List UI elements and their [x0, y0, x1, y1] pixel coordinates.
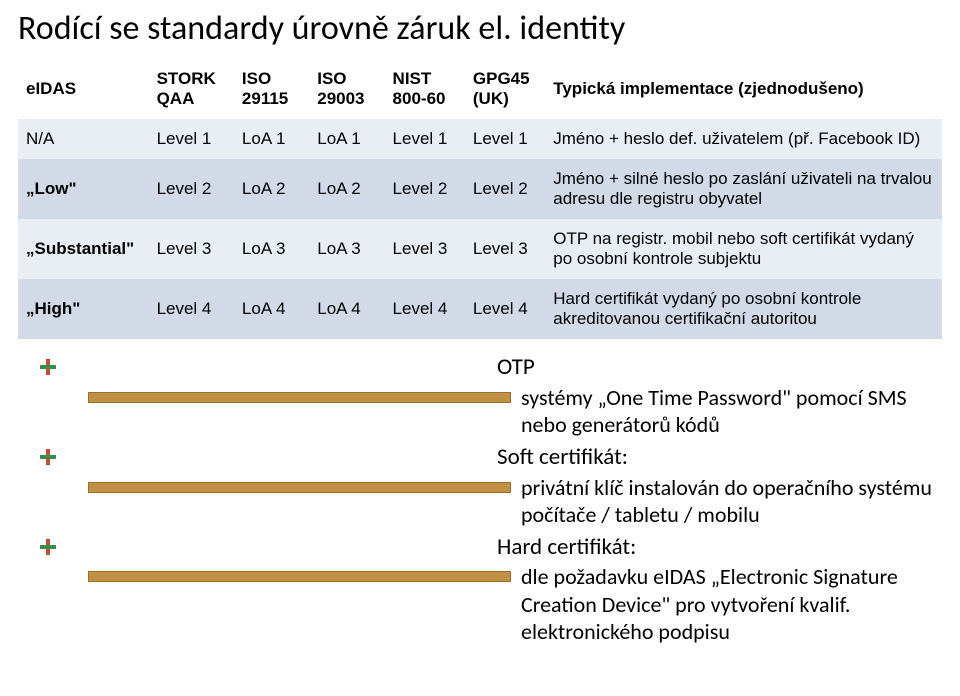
cell-iso29115: LoA 1 [234, 119, 309, 159]
bullet-list: OTP systémy „One Time Password" pomocí S… [18, 353, 942, 646]
cell-iso29115: LoA 3 [234, 219, 309, 279]
cell-stork: Level 3 [149, 219, 234, 279]
cell-iso29115: LoA 4 [234, 279, 309, 339]
page-title: Rodící se standardy úrovně záruk el. ide… [18, 8, 942, 49]
square-icon [88, 392, 511, 403]
plus-icon [40, 449, 485, 465]
table-header-row: eIDAS STORK QAA ISO 29115 ISO 29003 NIST… [18, 59, 942, 119]
cell-impl: OTP na registr. mobil nebo soft certifik… [545, 219, 942, 279]
bullet-label: OTP [497, 353, 942, 382]
cell-gpg: Level 1 [465, 119, 545, 159]
th-impl: Typická implementace (zjednodušeno) [545, 59, 942, 119]
th-gpg: GPG45 (UK) [465, 59, 545, 119]
cell-eidas: „Substantial" [18, 219, 149, 279]
cell-stork: Level 1 [149, 119, 234, 159]
cell-gpg: Level 4 [465, 279, 545, 339]
th-stork: STORK QAA [149, 59, 234, 119]
bullet-hard-sub: dle požadavku eIDAS „Electronic Signatur… [88, 563, 942, 646]
bullet-soft: Soft certifikát: [40, 443, 942, 472]
th-eidas: eIDAS [18, 59, 149, 119]
standards-table: eIDAS STORK QAA ISO 29115 ISO 29003 NIST… [18, 59, 942, 339]
cell-iso29003: LoA 1 [309, 119, 384, 159]
square-icon [88, 482, 511, 493]
cell-iso29003: LoA 4 [309, 279, 384, 339]
cell-nist: Level 2 [385, 159, 465, 219]
cell-impl: Hard certifikát vydaný po osobní kontrol… [545, 279, 942, 339]
table-row: „Substantial" Level 3 LoA 3 LoA 3 Level … [18, 219, 942, 279]
bullet-otp: OTP [40, 353, 942, 382]
cell-nist: Level 3 [385, 219, 465, 279]
plus-icon [40, 359, 485, 375]
table-row: „High" Level 4 LoA 4 LoA 4 Level 4 Level… [18, 279, 942, 339]
table-row: „Low" Level 2 LoA 2 LoA 2 Level 2 Level … [18, 159, 942, 219]
cell-stork: Level 4 [149, 279, 234, 339]
plus-icon [40, 539, 485, 555]
cell-impl: Jméno + silné heslo po zaslání uživateli… [545, 159, 942, 219]
cell-gpg: Level 2 [465, 159, 545, 219]
cell-eidas: „High" [18, 279, 149, 339]
cell-eidas: N/A [18, 119, 149, 159]
cell-gpg: Level 3 [465, 219, 545, 279]
cell-nist: Level 1 [385, 119, 465, 159]
cell-iso29003: LoA 3 [309, 219, 384, 279]
table-row: N/A Level 1 LoA 1 LoA 1 Level 1 Level 1 … [18, 119, 942, 159]
bullet-otp-sub: systémy „One Time Password" pomocí SMS n… [88, 384, 942, 439]
cell-eidas: „Low" [18, 159, 149, 219]
th-iso29115: ISO 29115 [234, 59, 309, 119]
cell-stork: Level 2 [149, 159, 234, 219]
cell-iso29003: LoA 2 [309, 159, 384, 219]
cell-iso29115: LoA 2 [234, 159, 309, 219]
bullet-text: systémy „One Time Password" pomocí SMS n… [521, 384, 942, 439]
bullet-label: Soft certifikát: [497, 443, 942, 472]
cell-impl: Jméno + heslo def. uživatelem (př. Faceb… [545, 119, 942, 159]
bullet-label: Hard certifikát: [497, 533, 942, 562]
th-iso29003: ISO 29003 [309, 59, 384, 119]
square-icon [88, 571, 511, 582]
cell-nist: Level 4 [385, 279, 465, 339]
bullet-hard: Hard certifikát: [40, 533, 942, 562]
bullet-text: dle požadavku eIDAS „Electronic Signatur… [521, 563, 942, 646]
bullet-soft-sub: privátní klíč instalován do operačního s… [88, 474, 942, 529]
th-nist: NIST 800-60 [385, 59, 465, 119]
bullet-text: privátní klíč instalován do operačního s… [521, 474, 942, 529]
